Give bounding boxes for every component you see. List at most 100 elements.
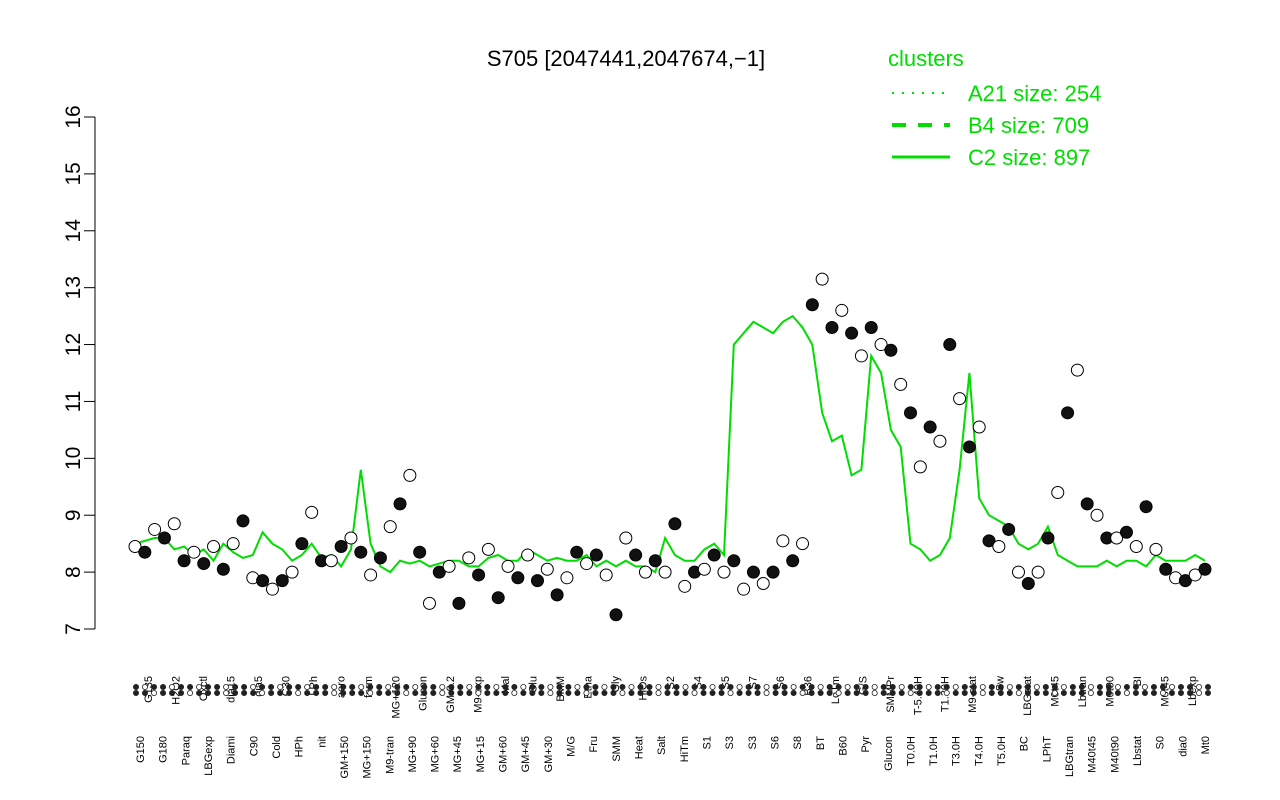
- x-marker-dot: [547, 690, 554, 697]
- x-marker-dot: [970, 690, 977, 697]
- x-marker-dot: [448, 690, 455, 697]
- data-point: [540, 562, 554, 576]
- x-marker-dot: [889, 684, 896, 691]
- x-marker-dot: [484, 684, 491, 691]
- x-marker-dot: [1177, 690, 1184, 697]
- x-marker-dot: [385, 690, 392, 697]
- x-marker-dot: [178, 684, 185, 691]
- data-point: [678, 579, 692, 593]
- data-point: [904, 406, 918, 420]
- x-marker-dot: [1105, 690, 1112, 697]
- x-marker-dot: [817, 684, 824, 691]
- x-marker-dot: [277, 690, 284, 697]
- x-marker-dot: [709, 684, 716, 691]
- data-point: [1080, 497, 1094, 511]
- x-tick-label: LoTm: [830, 676, 842, 704]
- x-marker-dot: [1051, 684, 1058, 691]
- x-marker-dot: [844, 690, 851, 697]
- data-point: [1041, 531, 1055, 545]
- x-marker-dot: [628, 690, 635, 697]
- x-marker-dot: [880, 684, 887, 691]
- data-point: [972, 420, 986, 434]
- x-marker-dot: [547, 684, 554, 691]
- x-marker-dot: [610, 684, 617, 691]
- x-tick-label: Salt: [656, 736, 668, 755]
- x-marker-dot: [1195, 684, 1202, 691]
- x-marker-dot: [187, 684, 194, 691]
- x-marker-dot: [268, 690, 275, 697]
- x-marker-dot: [151, 684, 158, 691]
- data-point: [756, 576, 770, 590]
- x-marker-dot: [466, 684, 473, 691]
- x-marker-dot: [673, 684, 680, 691]
- data-point: [619, 531, 633, 545]
- x-tick-label: MG+45: [452, 736, 464, 772]
- x-marker-dot: [529, 684, 536, 691]
- x-marker-dot: [799, 690, 806, 697]
- data-point: [815, 272, 829, 286]
- chart-title: S705 [2047441,2047674,−1]: [487, 46, 765, 71]
- x-marker-dot: [403, 684, 410, 691]
- x-marker-dot: [727, 690, 734, 697]
- x-marker-dot: [952, 690, 959, 697]
- x-marker-dot: [232, 690, 239, 697]
- x-marker-dot: [601, 684, 608, 691]
- data-point: [138, 545, 152, 559]
- x-tick-label: Mt0: [1200, 736, 1212, 754]
- data-point: [727, 554, 741, 568]
- x-marker-dot: [574, 690, 581, 697]
- x-marker-dot: [1024, 684, 1031, 691]
- data-point: [1090, 508, 1104, 522]
- x-marker-dot: [637, 690, 644, 697]
- x-marker-dot: [1105, 684, 1112, 691]
- data-point: [1110, 531, 1124, 545]
- y-tick-label: 11: [62, 391, 85, 413]
- legend-label-b4: B4 size: 709: [968, 113, 1089, 138]
- x-marker-dot: [1069, 690, 1076, 697]
- x-marker-dot: [286, 690, 293, 697]
- data-point: [962, 440, 976, 454]
- x-marker-dot: [691, 684, 698, 691]
- x-marker-dot: [457, 690, 464, 697]
- x-tick-label: BI: [1132, 676, 1144, 686]
- x-marker-dot: [196, 684, 203, 691]
- x-marker-dot: [934, 684, 941, 691]
- x-marker-dot: [1033, 684, 1040, 691]
- x-marker-dot: [826, 684, 833, 691]
- x-axis: G135H2O2Oxctldia15dia5C30LPhaerofermMG+1…: [132, 675, 1212, 779]
- x-marker-dot: [664, 690, 671, 697]
- x-marker-dot: [331, 684, 338, 691]
- x-marker-dot: [1168, 684, 1175, 691]
- data-point: [1031, 565, 1045, 579]
- x-marker-dot: [475, 684, 482, 691]
- x-marker-dot: [736, 684, 743, 691]
- x-tick-label: Diami: [226, 736, 238, 764]
- x-marker-dot: [727, 684, 734, 691]
- x-marker-dot: [862, 684, 869, 691]
- x-marker-dot: [997, 690, 1004, 697]
- x-marker-dot: [430, 684, 437, 691]
- x-marker-dot: [583, 690, 590, 697]
- x-marker-dot: [439, 684, 446, 691]
- x-marker-dot: [286, 684, 293, 691]
- x-marker-dot: [196, 690, 203, 697]
- data-point: [157, 531, 171, 545]
- x-marker-dot: [1096, 684, 1103, 691]
- x-marker-dot: [1195, 690, 1202, 697]
- data-point: [148, 522, 162, 536]
- x-marker-dot: [367, 690, 374, 697]
- data-point: [265, 582, 279, 596]
- x-marker-dot: [385, 684, 392, 691]
- x-marker-dot: [772, 690, 779, 697]
- x-marker-dot: [871, 684, 878, 691]
- x-marker-dot: [1087, 684, 1094, 691]
- y-tick-label: 12: [62, 333, 85, 356]
- x-marker-dot: [853, 690, 860, 697]
- x-marker-dot: [574, 684, 581, 691]
- x-marker-dot: [1150, 684, 1157, 691]
- x-marker-dot: [565, 690, 572, 697]
- x-marker-dot: [1042, 690, 1049, 697]
- data-point: [501, 559, 515, 573]
- x-tick-label: H2O2: [170, 676, 182, 705]
